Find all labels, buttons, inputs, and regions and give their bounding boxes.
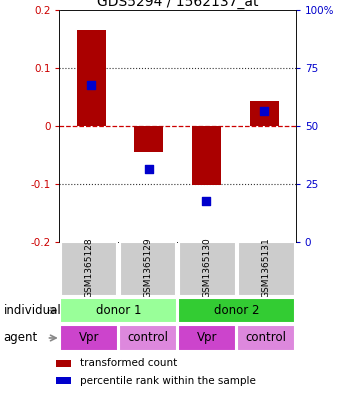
Text: GSM1365131: GSM1365131 — [262, 238, 271, 298]
Text: control: control — [246, 331, 287, 345]
Bar — [120, 242, 176, 296]
Text: GSM1365128: GSM1365128 — [85, 238, 94, 298]
Bar — [134, 126, 163, 152]
Point — [204, 198, 209, 204]
Text: percentile rank within the sample: percentile rank within the sample — [80, 376, 256, 386]
Text: donor 2: donor 2 — [214, 304, 259, 317]
Text: Vpr: Vpr — [79, 331, 99, 345]
Bar — [77, 30, 106, 126]
Bar — [250, 101, 278, 126]
Bar — [237, 325, 295, 351]
Text: Vpr: Vpr — [197, 331, 218, 345]
Bar — [56, 377, 71, 384]
Bar — [60, 325, 118, 351]
Point — [88, 82, 94, 88]
Point — [146, 166, 152, 173]
Point — [261, 108, 267, 114]
Text: control: control — [128, 331, 169, 345]
Bar — [178, 325, 236, 351]
Bar — [56, 360, 71, 367]
Text: donor 1: donor 1 — [96, 304, 141, 317]
Bar — [119, 325, 177, 351]
Text: transformed count: transformed count — [80, 358, 177, 368]
Text: individual: individual — [3, 304, 61, 317]
Text: agent: agent — [3, 331, 38, 345]
Title: GDS5294 / 1562137_at: GDS5294 / 1562137_at — [97, 0, 258, 9]
Bar — [178, 298, 295, 323]
Bar — [179, 242, 236, 296]
Text: GSM1365130: GSM1365130 — [203, 238, 212, 298]
Bar — [61, 242, 117, 296]
Bar — [60, 298, 177, 323]
Text: GSM1365129: GSM1365129 — [143, 238, 153, 298]
Bar — [192, 126, 221, 185]
Bar — [238, 242, 295, 296]
